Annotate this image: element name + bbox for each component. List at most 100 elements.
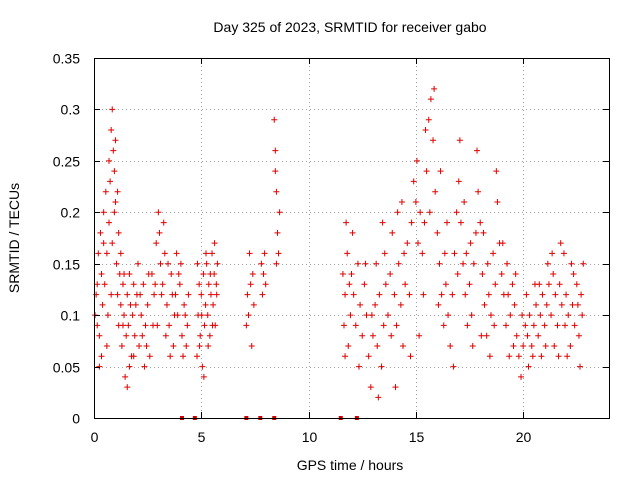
data-point (176, 281, 183, 288)
data-point (513, 332, 520, 339)
data-point (156, 229, 163, 236)
data-point (491, 322, 498, 329)
data-point (106, 157, 113, 164)
data-point (564, 353, 571, 360)
data-point (389, 229, 396, 236)
data-point (185, 291, 192, 298)
data-point (410, 178, 417, 185)
data-point (182, 312, 189, 319)
data-point (427, 96, 434, 103)
data-point (110, 147, 117, 154)
data-point (130, 281, 137, 288)
data-point (524, 332, 531, 339)
data-point (213, 281, 220, 288)
data-point (276, 209, 283, 216)
data-point (483, 332, 490, 339)
data-point (154, 322, 161, 329)
data-point (109, 240, 116, 247)
data-point (339, 271, 346, 277)
data-point (342, 353, 349, 360)
data-point (480, 229, 487, 236)
data-point (579, 312, 586, 319)
data-point (498, 271, 505, 277)
data-point (538, 353, 545, 360)
data-point (101, 281, 108, 288)
data-point (423, 168, 430, 175)
data-point (380, 322, 387, 329)
data-point (402, 281, 409, 288)
data-point (462, 291, 469, 298)
data-point (121, 271, 128, 277)
data-point (159, 281, 166, 288)
data-point (463, 250, 470, 257)
data-point (541, 322, 548, 329)
data-point (525, 363, 532, 370)
data-point (250, 301, 257, 308)
data-point (388, 332, 395, 339)
data-point (209, 250, 216, 257)
data-point (158, 291, 165, 298)
data-point (196, 281, 203, 288)
chart-title: Day 325 of 2023, SRMTID for receiver gab… (213, 19, 486, 35)
data-point (569, 301, 576, 308)
data-point (365, 353, 372, 360)
data-point (470, 260, 477, 267)
data-point (134, 260, 141, 267)
data-point (425, 116, 432, 123)
data-point (213, 291, 220, 298)
data-point (490, 250, 497, 257)
data-point (544, 260, 551, 267)
data-point (548, 312, 555, 319)
data-point (114, 291, 121, 298)
data-point (356, 363, 363, 370)
y-tick-label: 0.3 (61, 102, 81, 118)
data-point (469, 343, 476, 349)
data-point (479, 271, 486, 277)
data-point (112, 199, 119, 205)
data-point (510, 343, 517, 349)
data-point (431, 85, 438, 92)
data-point (349, 229, 356, 236)
data-point (161, 250, 168, 257)
data-point (580, 260, 587, 267)
data-point (244, 291, 251, 298)
data-point (552, 291, 559, 298)
data-point (194, 260, 201, 267)
data-point (499, 240, 506, 247)
data-point (343, 219, 350, 226)
data-point (511, 301, 518, 308)
data-point (378, 363, 385, 370)
data-point (144, 301, 151, 308)
data-point (467, 240, 474, 247)
data-point (160, 219, 167, 226)
data-point (464, 322, 471, 329)
data-point (272, 168, 279, 175)
data-point (493, 168, 500, 175)
data-point (124, 291, 131, 298)
data-point (415, 240, 422, 247)
data-point (183, 343, 190, 349)
data-point (249, 271, 256, 277)
data-point (368, 312, 375, 319)
data-point (455, 178, 462, 185)
data-point (392, 384, 399, 391)
data-point (129, 312, 136, 319)
data-point (515, 353, 522, 360)
data-point (536, 281, 543, 288)
data-point (207, 271, 214, 277)
data-point (443, 219, 450, 226)
data-point (152, 281, 159, 288)
data-point (151, 291, 158, 298)
data-point (155, 209, 162, 216)
x-axis-label: GPS time / hours (297, 457, 404, 473)
data-point (247, 281, 254, 288)
data-point (523, 291, 530, 298)
data-point (98, 353, 105, 360)
data-point (107, 178, 114, 185)
data-point (442, 281, 449, 288)
data-point (136, 343, 143, 349)
data-point (210, 301, 217, 308)
data-point (512, 271, 519, 277)
data-point (363, 312, 370, 319)
